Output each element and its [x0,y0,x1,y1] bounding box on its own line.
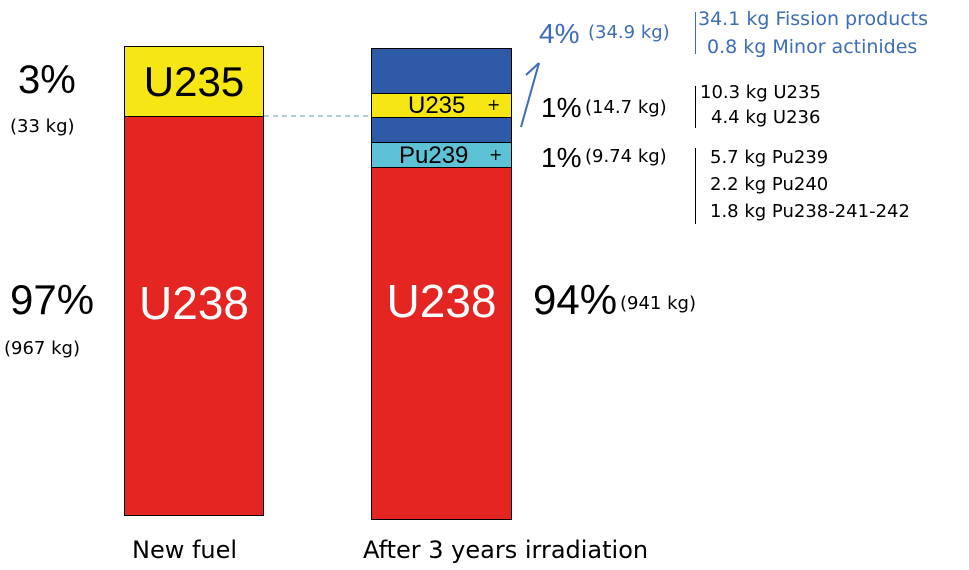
dashed-connector [264,115,372,117]
irradiated-caption: After 3 years irradiation [363,536,649,564]
uranium-mass: (14.7 kg) [585,97,667,118]
uranium-bracket [695,86,696,128]
irradiated-pu239-plus: + [489,145,503,164]
new-fuel-u235-segment [124,46,264,117]
new-fuel-u238-segment [124,116,264,516]
irradiated-u238-label: U238 [386,275,497,327]
fission-item-2: 0.8 kg Minor actinides [707,36,918,58]
fission-pointer-lines [520,62,540,128]
plutonium-percent: 1% [541,142,582,173]
fission-percent: 4% [539,18,580,49]
irradiated-u238-percent: 94% [533,276,618,323]
irradiated-u235-label: U235 [408,92,466,119]
irradiated-u235-plus: + [487,95,501,114]
new-fuel-u235-percent: 3% [18,58,76,102]
uranium-item-2: 4.4 kg U236 [711,107,821,128]
irradiated-fission-bottom-segment [371,117,512,143]
new-fuel-u235-mass: (33 kg) [10,116,75,137]
new-fuel-u238-percent: 97% [10,276,95,323]
new-fuel-u238-mass: (967 kg) [4,338,80,359]
plutonium-bracket [695,148,696,224]
irradiated-u238-segment [371,167,512,520]
new-fuel-u235-label: U235 [143,58,245,105]
uranium-item-1: 10.3 kg U235 [700,82,821,103]
plutonium-item-1: 5.7 kg Pu239 [710,147,829,168]
new-fuel-u238-label: U238 [139,277,249,329]
irradiated-pu239-label: Pu239 [399,142,469,169]
plutonium-item-2: 2.2 kg Pu240 [710,174,829,195]
fission-bracket [695,12,696,54]
fission-item-1: 34.1 kg Fission products [698,8,929,30]
irradiated-fission-top-segment [371,48,512,94]
uranium-percent: 1% [541,92,582,123]
plutonium-item-3: 1.8 kg Pu238-241-242 [710,201,910,222]
plutonium-mass: (9.74 kg) [585,146,667,167]
new-fuel-caption: New fuel [132,536,238,564]
irradiated-u238-mass: (941 kg) [620,293,696,314]
fission-mass: (34.9 kg) [588,22,670,43]
irradiated-pu239-segment [371,142,512,168]
